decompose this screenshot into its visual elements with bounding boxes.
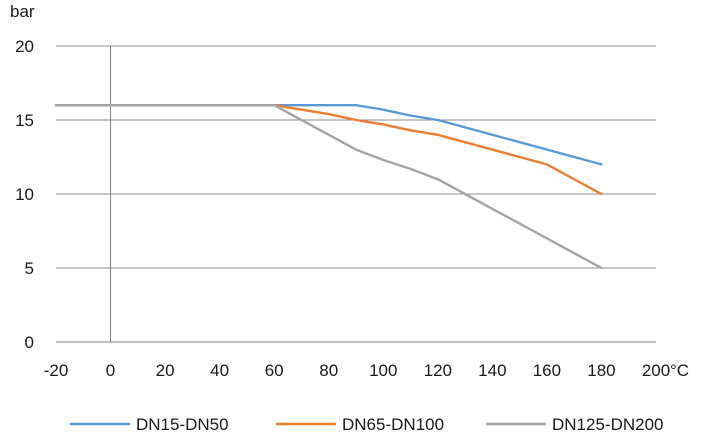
y-axis-label: bar — [10, 2, 35, 21]
x-tick-label-20: 20 — [156, 361, 175, 380]
x-tick-label-100: 100 — [369, 361, 397, 380]
gridlines — [56, 45, 656, 269]
legend-label-3: DN125-DN200 — [552, 415, 664, 434]
legend-label-1: DN15-DN50 — [136, 415, 229, 434]
x-tick-labels: -20 0 20 40 60 80 100 120 140 160 180 200 — [44, 361, 670, 380]
legend: DN15-DN50 DN65-DN100 DN125-DN200 — [70, 415, 664, 434]
axes — [56, 46, 656, 343]
y-tick-label-10: 10 — [15, 185, 34, 204]
series-line-2 — [54, 103, 603, 196]
x-tick-label-200: 200 — [642, 361, 670, 380]
series-line-3 — [54, 103, 603, 270]
x-tick-label-160: 160 — [533, 361, 561, 380]
y-tick-label-15: 15 — [15, 111, 34, 130]
series-line-1 — [54, 103, 603, 166]
series-lines — [54, 103, 603, 270]
y-tick-label-5: 5 — [25, 259, 34, 278]
x-tick-label--20: -20 — [44, 361, 69, 380]
y-tick-labels: 0 5 10 15 20 — [15, 37, 34, 352]
legend-label-2: DN65-DN100 — [342, 415, 444, 434]
y-tick-label-0: 0 — [25, 333, 34, 352]
x-tick-label-60: 60 — [265, 361, 284, 380]
y-tick-label-20: 20 — [15, 37, 34, 56]
x-tick-label-0: 0 — [106, 361, 115, 380]
x-tick-label-120: 120 — [424, 361, 452, 380]
x-axis-unit-label: °C — [670, 361, 689, 380]
x-tick-label-180: 180 — [587, 361, 615, 380]
x-tick-label-80: 80 — [319, 361, 338, 380]
x-tick-label-40: 40 — [210, 361, 229, 380]
x-tick-label-140: 140 — [478, 361, 506, 380]
